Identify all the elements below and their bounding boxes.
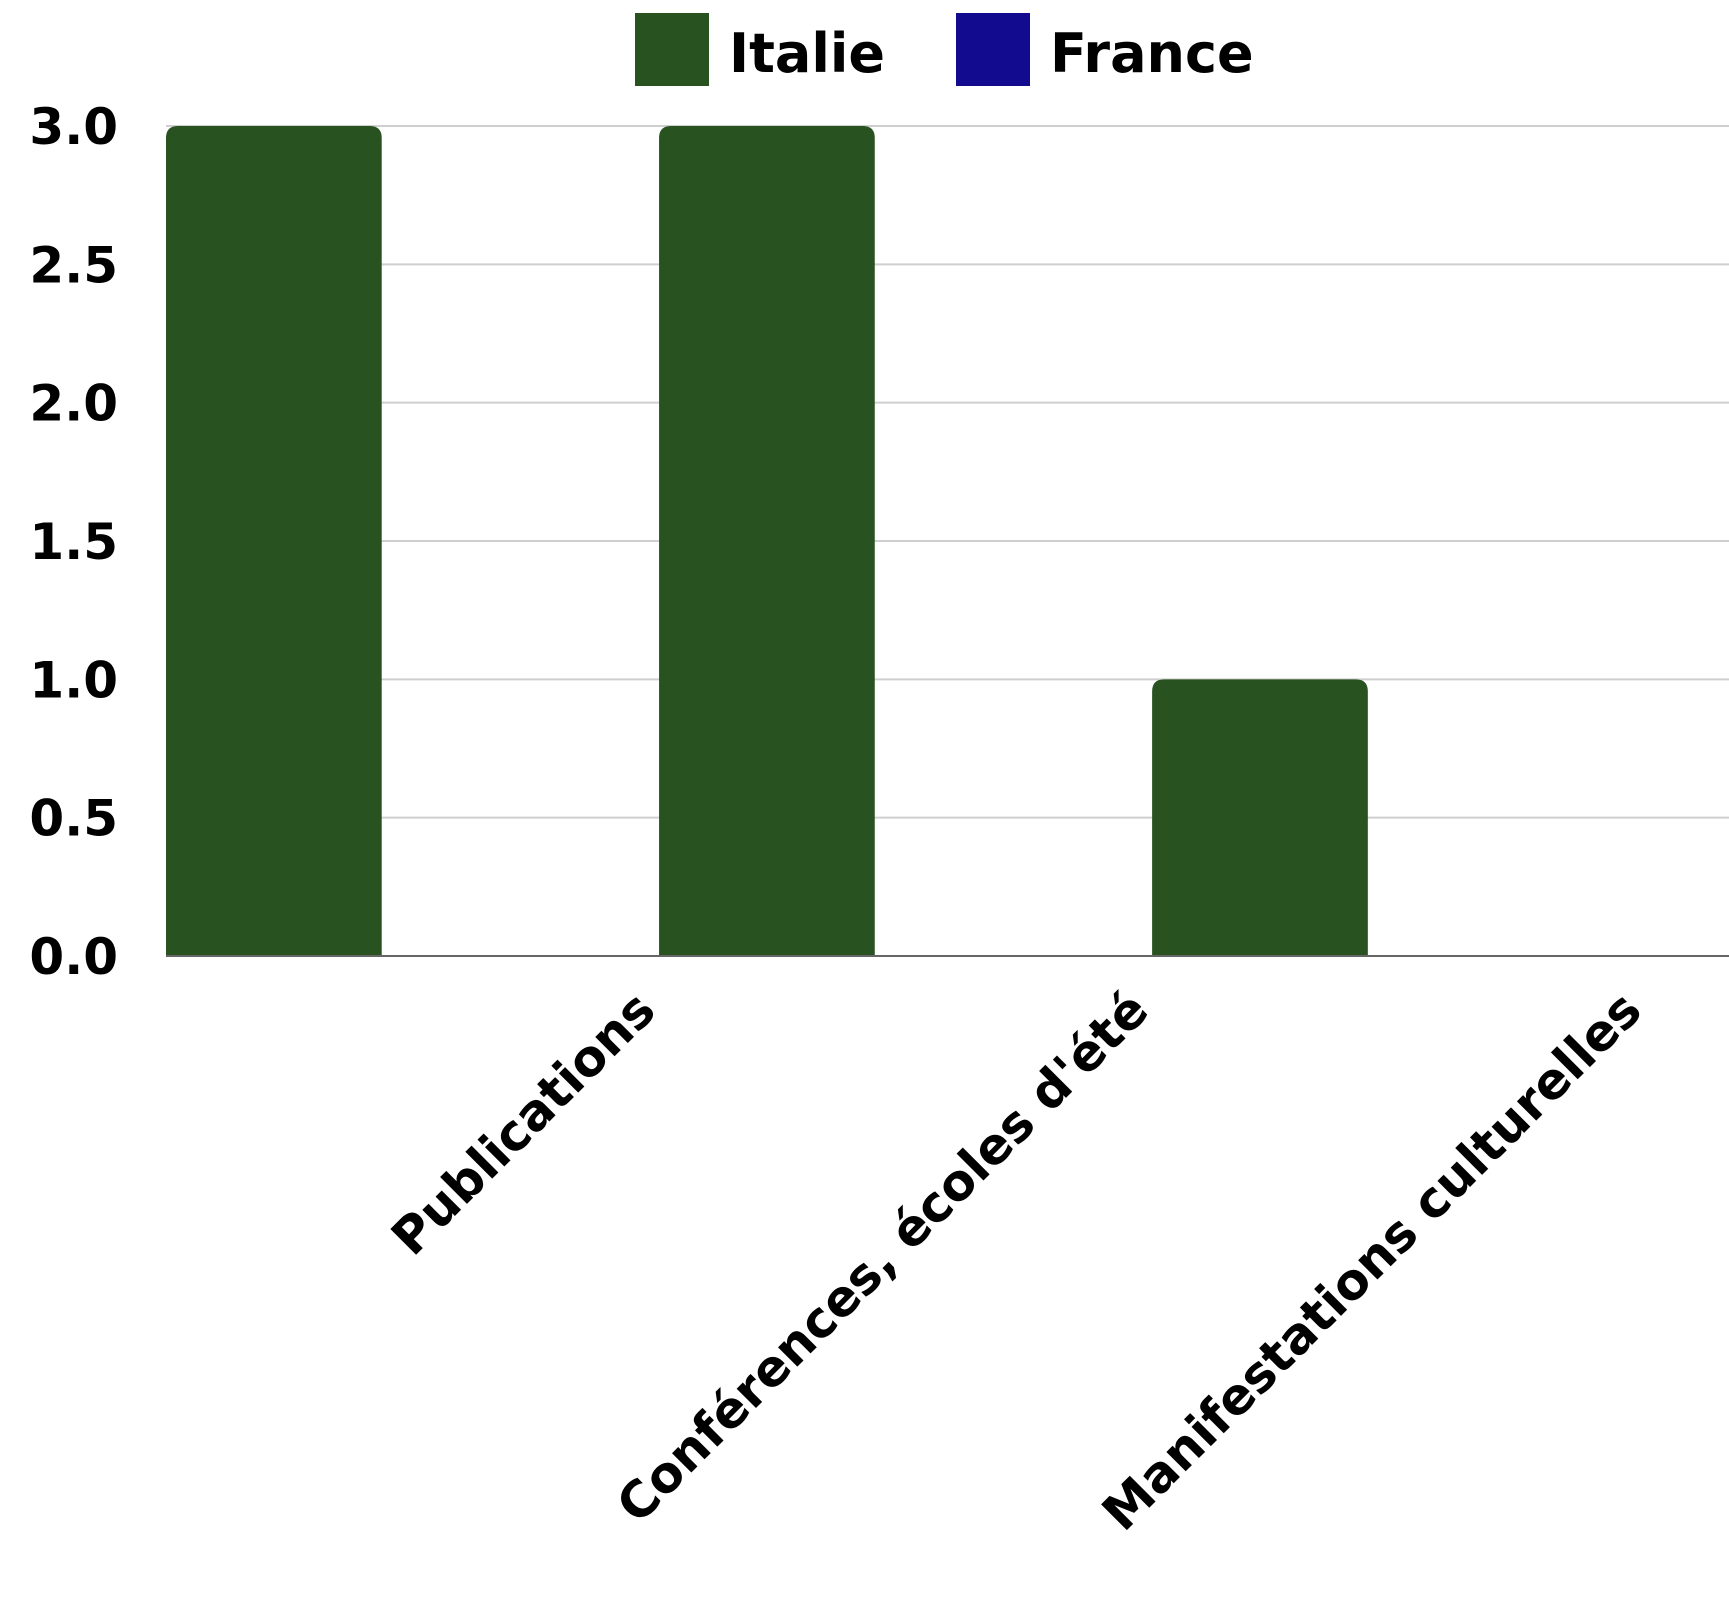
- y-tick-label: 2.5: [29, 236, 118, 294]
- y-tick-label: 0.0: [29, 928, 118, 986]
- x-category-label: Conférences, écoles d'été: [606, 980, 1160, 1534]
- legend-label-italie: Italie: [729, 22, 885, 85]
- y-tick-label: 1.5: [29, 513, 118, 571]
- x-category-label: Manifestations culturelles: [1091, 980, 1652, 1541]
- y-tick-label: 3.0: [29, 98, 118, 156]
- y-tick-label: 1.0: [29, 651, 118, 709]
- gridlines: [166, 125, 1729, 819]
- x-category-label: Publications: [380, 980, 666, 1266]
- y-tick-label: 2.0: [29, 375, 118, 433]
- bars: [166, 126, 1368, 956]
- legend-label-france: France: [1050, 22, 1254, 85]
- y-axis-tick-labels: 0.0 0.5 1.0 1.5 2.0 2.5 3.0: [29, 98, 118, 986]
- y-tick-label: 0.5: [29, 790, 118, 848]
- bar-italie-1: [659, 126, 875, 956]
- bar-italie-0: [166, 126, 382, 956]
- legend-swatch-italie: [635, 13, 709, 86]
- legend: Italie France: [635, 13, 1254, 86]
- bar-italie-2: [1152, 679, 1368, 956]
- legend-swatch-france: [956, 13, 1030, 86]
